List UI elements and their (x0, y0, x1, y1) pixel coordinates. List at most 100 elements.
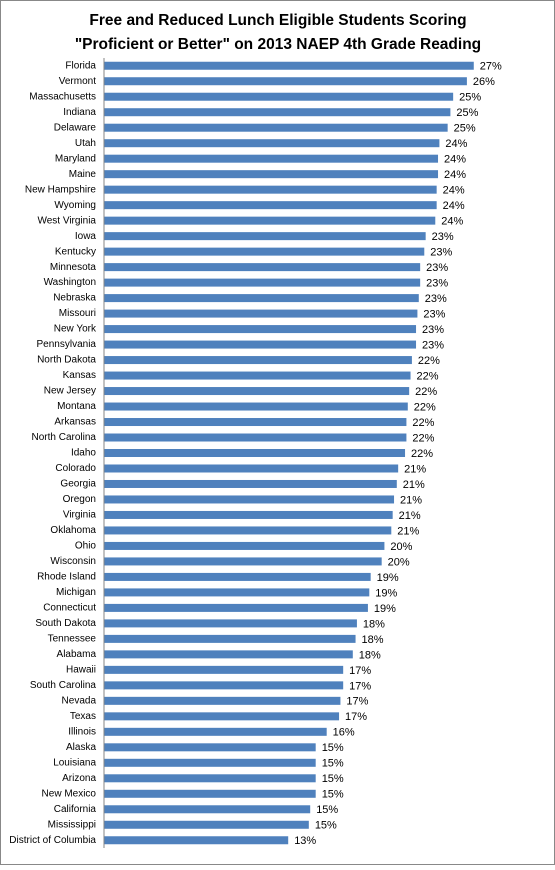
y-tick-label: Florida (65, 60, 96, 71)
data-label: 22% (411, 448, 433, 460)
data-label: 23% (426, 262, 448, 274)
data-label: 24% (444, 154, 466, 166)
bar (104, 278, 421, 287)
y-tick-label: Georgia (60, 479, 96, 490)
bar (104, 325, 417, 334)
bar (104, 356, 412, 365)
y-tick-label: Hawaii (66, 665, 96, 676)
y-tick-label: North Carolina (32, 432, 97, 443)
y-tick-label: Idaho (71, 448, 96, 459)
y-tick-label: New York (54, 324, 97, 335)
bar (104, 263, 421, 272)
bar (104, 449, 406, 457)
y-tick-label: Delaware (54, 122, 97, 133)
bar (104, 588, 370, 597)
data-label: 15% (316, 804, 338, 816)
bar (104, 820, 309, 829)
bar (104, 294, 419, 303)
y-tick-label: Connecticut (43, 603, 96, 614)
data-label: 24% (445, 138, 467, 150)
y-tick-label: Minnesota (50, 262, 97, 273)
y-tick-label: Tennessee (48, 634, 97, 645)
data-label: 16% (333, 727, 355, 739)
y-tick-label: Montana (57, 401, 96, 412)
bar (104, 665, 344, 674)
bar (104, 418, 407, 427)
bar (104, 309, 418, 318)
y-tick-label: New Hampshire (25, 184, 97, 195)
bar (104, 743, 316, 752)
bar (104, 464, 399, 473)
y-tick-label: Maryland (55, 153, 96, 164)
bar (104, 77, 467, 86)
y-tick-label: Michigan (56, 587, 96, 598)
y-tick-label: South Carolina (30, 680, 97, 691)
y-tick-label: Kansas (63, 370, 96, 381)
data-label: 19% (374, 603, 396, 615)
bar (104, 836, 289, 845)
data-label: 23% (432, 231, 454, 243)
data-label: 15% (322, 789, 344, 801)
data-label: 23% (430, 247, 452, 259)
data-label: 17% (346, 696, 368, 708)
data-label: 15% (315, 820, 337, 832)
data-label: 15% (322, 773, 344, 785)
y-tick-label: Arkansas (54, 417, 96, 428)
bar (104, 619, 357, 628)
data-label: 19% (377, 572, 399, 584)
bar (104, 61, 474, 70)
bar (104, 650, 353, 659)
data-label: 24% (444, 169, 466, 181)
y-tick-label: Texas (70, 711, 96, 722)
bar (104, 139, 440, 148)
bar (104, 108, 451, 117)
data-label: 17% (349, 680, 371, 692)
bar (104, 247, 425, 256)
y-tick-label: Wisconsin (50, 556, 96, 567)
data-label: 23% (423, 308, 445, 320)
data-label: 24% (443, 200, 465, 212)
y-tick-label: Missouri (59, 308, 96, 319)
y-tick-label: Kentucky (55, 246, 96, 257)
data-label: 20% (390, 541, 412, 553)
data-label: 21% (399, 510, 421, 522)
y-tick-label: Wyoming (54, 200, 96, 211)
bar (104, 572, 371, 581)
y-tick-label: Ohio (75, 541, 97, 552)
data-label: 25% (456, 107, 478, 119)
data-label: 23% (425, 293, 447, 305)
bar (104, 526, 392, 535)
bar (104, 371, 411, 380)
bar (104, 805, 311, 814)
y-tick-label: Maine (69, 169, 97, 180)
data-label: 18% (362, 634, 384, 646)
bar (104, 789, 316, 798)
y-tick-label: Colorado (55, 463, 96, 474)
bar (104, 170, 439, 179)
bar (104, 433, 407, 442)
data-label: 22% (418, 355, 440, 367)
data-label: 21% (400, 494, 422, 506)
y-tick-label: Alabama (57, 649, 97, 660)
bar (104, 696, 341, 705)
bar (104, 154, 439, 163)
data-label: 18% (363, 618, 385, 630)
data-label: 15% (322, 758, 344, 770)
bar (104, 479, 397, 488)
data-label: 22% (417, 370, 439, 382)
bar (104, 185, 437, 194)
y-tick-label: Massachusetts (29, 91, 96, 102)
data-label: 22% (415, 386, 437, 398)
bar (104, 681, 344, 690)
data-label: 23% (422, 339, 444, 351)
y-tick-label: New Jersey (44, 386, 96, 397)
bar (104, 216, 436, 225)
y-tick-label: Louisiana (53, 757, 96, 768)
y-tick-label: Oklahoma (50, 525, 96, 536)
data-label: 17% (345, 711, 367, 723)
data-label: 22% (412, 417, 434, 429)
bar (104, 201, 437, 210)
y-tick-label: Nevada (62, 695, 97, 706)
data-label: 24% (443, 185, 465, 197)
